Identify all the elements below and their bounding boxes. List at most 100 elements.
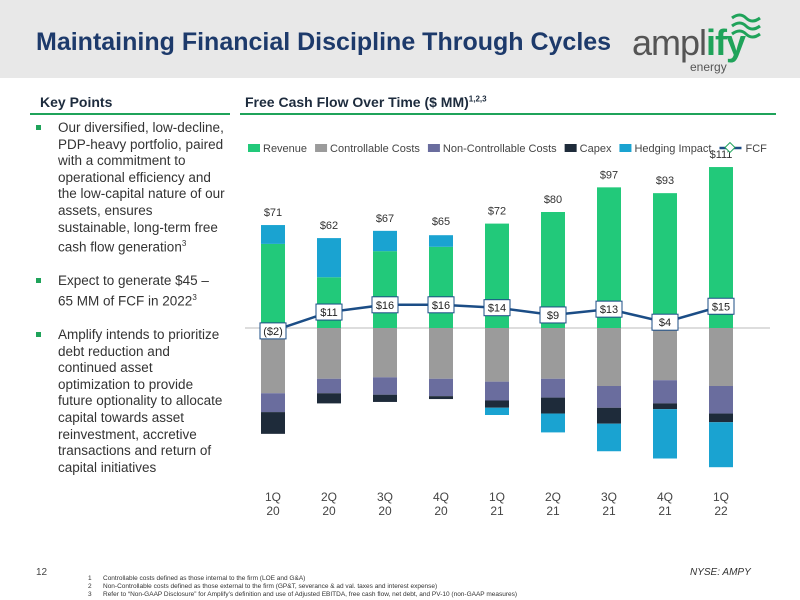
fcf-label-box [595, 300, 623, 318]
bar-segment [541, 397, 565, 414]
bar-segment [709, 386, 733, 414]
bar-segment [261, 225, 285, 244]
bar-segment [709, 328, 733, 386]
bar-segment [373, 377, 397, 395]
x-tick-label: 1Q 21 [488, 490, 505, 518]
bar-segment [317, 328, 341, 379]
footnote: 2 Non-Controllable costs defined as those… [88, 583, 437, 590]
fcf-label: $16 [376, 300, 394, 312]
bar-segment [653, 380, 677, 404]
legend-label: FCF [745, 143, 767, 155]
key-points-heading: Key Points [40, 94, 113, 110]
bar-segment [373, 328, 397, 378]
x-tick-label: 3Q 21 [600, 490, 617, 518]
fcf-label: $9 [547, 310, 559, 322]
slide-title: Maintaining Financial Discipline Through… [36, 28, 612, 56]
bar-segment [709, 422, 733, 468]
fcf-label: $14 [488, 303, 506, 315]
bar-segment [653, 328, 677, 381]
fcf-label-box [315, 303, 343, 321]
logo-sub: energy [690, 60, 727, 74]
total-label: $62 [320, 220, 338, 232]
bar-segment [653, 193, 677, 328]
bar-segment [541, 413, 565, 433]
x-tick-label: 1Q 20 [264, 490, 281, 518]
fcf-label-box [371, 296, 399, 314]
bar-segment [485, 400, 509, 408]
bar-segment [317, 393, 341, 404]
fcf-label-box [539, 306, 567, 324]
legend-swatch [619, 144, 632, 152]
fcf-label-box [483, 299, 511, 317]
legend-label: Capex [580, 143, 612, 155]
x-tick-label: 2Q 21 [544, 490, 561, 518]
page-number: 12 [36, 567, 48, 578]
total-label: $93 [656, 175, 674, 187]
total-label: $72 [488, 206, 506, 218]
bar-segment [317, 378, 341, 394]
x-tick-label: 2Q 20 [320, 490, 337, 518]
total-label: $111 [710, 149, 733, 161]
x-tick-label: 4Q 21 [656, 490, 673, 518]
bar-segment [261, 412, 285, 434]
legend-label: Non-Controllable Costs [443, 143, 557, 155]
bar-segment [429, 378, 453, 397]
bar-segment [541, 378, 565, 398]
bar-segment [597, 386, 621, 408]
chart-title-text: Free Cash Flow Over Time ($ MM) [245, 94, 469, 110]
fcf-label: $4 [659, 317, 671, 329]
footnote: 3 Refer to “Non-GAAP Disclosure” for Ampl… [88, 591, 517, 598]
bullet: Amplify intends to prioritize debt reduc… [36, 327, 226, 476]
footnote-number: 1 [88, 575, 92, 582]
logo-accent: ify [706, 22, 746, 63]
x-tick-label: 4Q 20 [432, 490, 449, 518]
fcf-label: $11 [320, 307, 338, 319]
footnote-text: Refer to “Non-GAAP Disclosure” for Ampli… [103, 591, 518, 598]
total-label: $80 [544, 194, 562, 206]
total-label: $97 [600, 169, 618, 181]
bar-segment [317, 238, 341, 278]
footnote-text: Non-Controllable costs defined as those … [103, 583, 438, 590]
header-band [0, 0, 800, 78]
bullet: Our diversified, low-decline, PDP-heavy … [36, 120, 226, 256]
bar-segment [709, 413, 733, 423]
divider [30, 113, 230, 115]
total-label: $67 [376, 213, 394, 225]
chart-title: Free Cash Flow Over Time ($ MM)1,2,3 [245, 94, 487, 110]
bar-segment [373, 251, 397, 328]
bar-segment [429, 328, 453, 379]
footnote: 1 Controllable costs defined as those int… [88, 575, 305, 582]
fcf-label-box [259, 322, 287, 340]
bullet-sup: 3 [192, 292, 197, 302]
bar-segment [429, 246, 453, 328]
fcf-label-box [427, 296, 455, 314]
fcf-label-box [707, 297, 735, 315]
logo-waves [731, 13, 761, 39]
legend-marker [724, 141, 736, 154]
logo: amplify [632, 22, 746, 64]
bar-segment [653, 403, 677, 410]
bar-segment [485, 328, 509, 382]
legend-swatch [427, 144, 440, 152]
x-tick-label: 3Q 20 [376, 490, 393, 518]
footnote-number: 3 [88, 591, 92, 598]
footnote-text: Controllable costs defined as those inte… [103, 575, 306, 582]
total-label: $65 [432, 216, 450, 228]
footnote-number: 2 [88, 583, 92, 590]
bar-segment [261, 393, 285, 413]
ticker: NYSE: AMPY [690, 567, 751, 578]
legend-label: Controllable Costs [330, 143, 420, 155]
bullet-text: Expect to generate $45 – 65 MM of FCF in… [58, 273, 209, 309]
logo-main: ampl [632, 22, 707, 63]
bar-segment [373, 394, 397, 402]
bar-segment [541, 328, 565, 379]
bullet-text: Amplify intends to prioritize debt reduc… [58, 326, 223, 475]
bar-segment [597, 328, 621, 386]
bullet-list: Our diversified, low-decline, PDP-heavy … [36, 120, 226, 493]
fcf-label: ($2) [263, 326, 283, 338]
x-tick-label: 1Q 22 [712, 490, 729, 518]
legend-swatch [248, 144, 260, 152]
bar-segment [485, 407, 509, 415]
legend-label: Revenue [263, 143, 307, 155]
